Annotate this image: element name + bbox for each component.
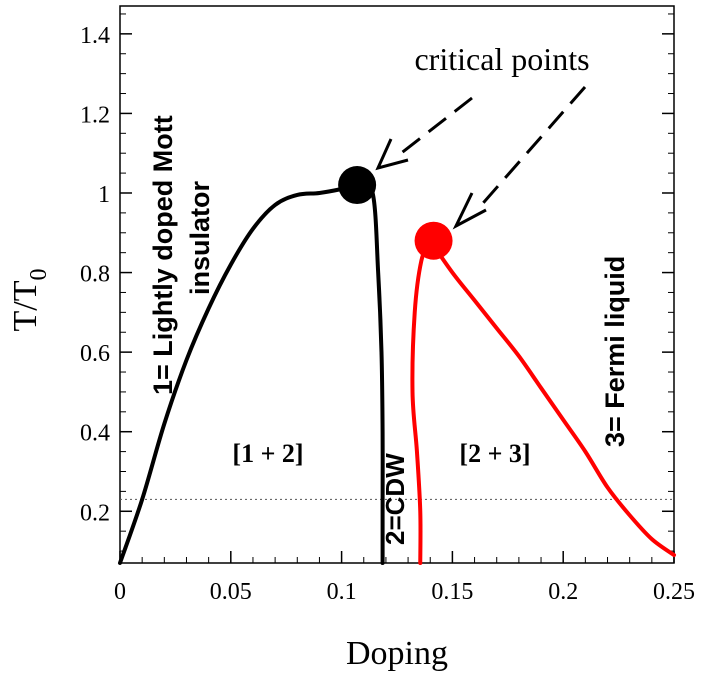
series-line-3 xyxy=(410,238,433,565)
arrow-to-black-point xyxy=(394,96,473,160)
phase-3-label: 3= Fermi liquid xyxy=(600,256,630,447)
x-tick-label: 0.05 xyxy=(210,579,252,605)
phase-1-label-line2: insulator xyxy=(185,181,215,296)
arrow-head-red xyxy=(452,192,487,230)
critical-points-group xyxy=(338,166,453,260)
y-axis-title-subscript: 0 xyxy=(26,269,52,281)
series-line-1 xyxy=(118,183,360,565)
region-left-label: [1 + 2] xyxy=(232,439,303,468)
phase-1-label-line1: 1= Lightly doped Mott xyxy=(148,115,178,395)
x-tick-label: 0.15 xyxy=(431,579,473,605)
plot-frame xyxy=(119,5,675,564)
arrow-head-black xyxy=(375,138,409,171)
y-tick-label: 0.2 xyxy=(80,500,110,526)
x-tick-label: 0.2 xyxy=(548,579,578,605)
critical-points-label: critical points xyxy=(414,41,589,77)
critical-point-2 xyxy=(414,221,453,260)
critical-point-arrows xyxy=(375,86,587,230)
x-axis-title: Doping xyxy=(346,635,448,672)
x-tick-label: 0.25 xyxy=(653,579,695,605)
y-axis-title-group: T/T0 xyxy=(7,269,52,332)
critical-point-1 xyxy=(338,166,377,205)
x-tick-label: 0.1 xyxy=(327,579,357,605)
y-tick-label: 0.8 xyxy=(80,262,110,288)
x-tick-label: 0 xyxy=(114,579,126,605)
phase-2-label: 2=CDW xyxy=(380,453,410,545)
y-axis-title: T/T0 xyxy=(7,269,52,332)
y-tick-label: 1.2 xyxy=(80,102,110,128)
series-line-4 xyxy=(428,238,676,558)
y-tick-label: 0.4 xyxy=(80,421,110,447)
y-tick-label: 0.6 xyxy=(80,341,110,367)
y-axis-title-main: T/T xyxy=(7,280,44,331)
axis-ticks: 0 0.05 0.1 0.15 0.2 0.25 0.2 0.4 0.6 0.8 1 1.2 1.4 xyxy=(80,13,695,605)
y-tick-label: 1.4 xyxy=(80,23,110,49)
region-right-label: [2 + 3] xyxy=(459,439,530,468)
arrow-to-red-point xyxy=(475,86,587,211)
y-tick-label: 1 xyxy=(98,182,110,208)
